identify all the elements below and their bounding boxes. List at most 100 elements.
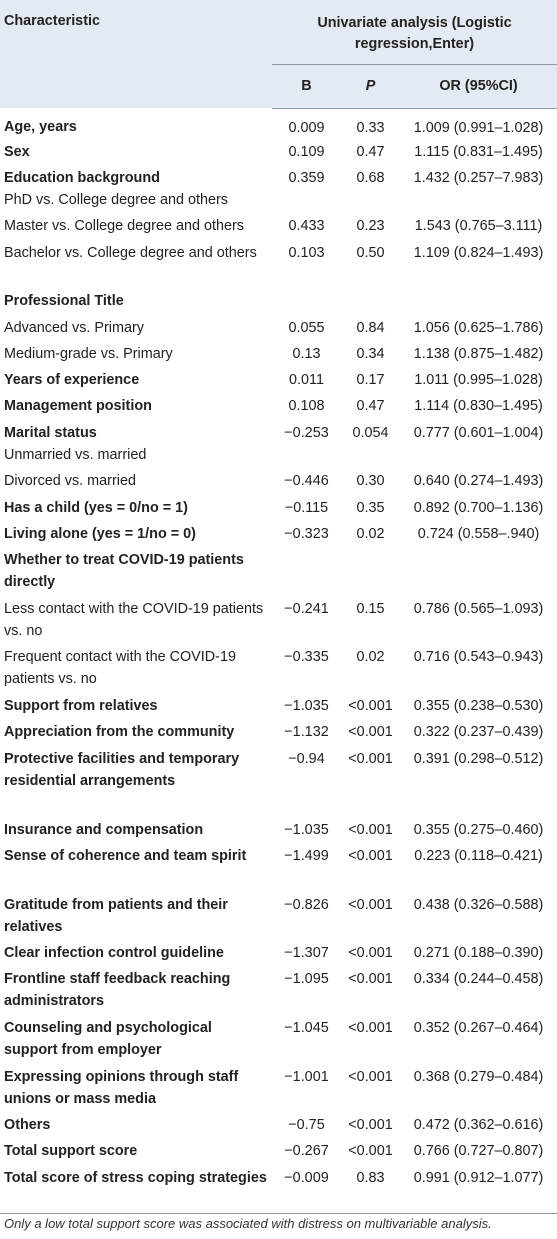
characteristic-label: Professional Title — [4, 293, 124, 310]
or-ci-cell: 0.334 (0.244–0.458) — [413, 971, 544, 988]
table-row: Advanced vs. Primary 0.055 0.84 1.056 (0.62… — [0, 315, 557, 341]
p-value-cell: <0.001 — [348, 750, 393, 767]
table-row: Total score of stress coping strategies −… — [0, 1164, 557, 1214]
or-ci-cell: 0.777 (0.601–1.004) — [413, 424, 544, 441]
or-ci-cell: 1.115 (0.831–1.495) — [414, 143, 543, 160]
p-value-cell: 0.83 — [341, 1164, 400, 1214]
characteristic-sublabel: PhD vs. College degree and others — [4, 191, 228, 208]
characteristic-cell: Management position — [0, 393, 272, 419]
characteristic-cell: Support from relatives — [0, 693, 272, 719]
characteristic-cell: Total support score — [0, 1138, 272, 1164]
regression-table: Characteristic Univariate analysis (Logi… — [0, 0, 557, 1214]
p-value-cell: <0.001 — [348, 847, 393, 864]
p-value-cell: 0.17 — [356, 372, 385, 389]
characteristic-cell: Frontline staff feedback reaching admini… — [0, 966, 272, 1015]
or-ci-cell — [400, 288, 557, 314]
b-value-cell: −0.446 — [284, 473, 329, 490]
p-value-cell: 0.47 — [356, 143, 385, 160]
or-ci-cell: 1.109 (0.824–1.493) — [413, 244, 544, 261]
characteristic-label: Less contact with the COVID-19 patients … — [4, 600, 264, 639]
table-row: Frequent contact with the COVID-19 patie… — [0, 644, 557, 693]
characteristic-label: Others — [4, 1117, 51, 1134]
b-value-cell: 0.055 — [288, 319, 325, 336]
p-value-cell: <0.001 — [348, 945, 393, 962]
characteristic-label: Gratitude from patients and their relati… — [4, 896, 228, 935]
p-value-cell: 0.84 — [356, 319, 385, 336]
characteristic-cell: Master vs. College degree and others — [0, 213, 272, 239]
characteristic-label: Frontline staff feedback reaching admini… — [4, 971, 231, 1010]
characteristic-cell: Divorced vs. married — [0, 468, 272, 494]
characteristic-cell: Sex — [0, 139, 272, 165]
or-ci-cell: 0.766 (0.727–0.807) — [413, 1143, 544, 1160]
characteristic-sublabel: Unmarried vs. married — [4, 446, 147, 463]
p-value-cell: <0.001 — [348, 971, 393, 988]
or-ci-cell: 1.114 (0.830–1.495) — [414, 398, 543, 415]
b-value-cell — [272, 547, 341, 596]
table-row: Gratitude from patients and their relati… — [0, 892, 557, 941]
characteristic-label: Divorced vs. married — [4, 473, 136, 490]
characteristic-cell: Whether to treat COVID-19 patients direc… — [0, 547, 272, 596]
p-value-cell: <0.001 — [348, 1117, 393, 1134]
characteristic-cell: Advanced vs. Primary — [0, 315, 272, 341]
characteristic-label: Frequent contact with the COVID-19 patie… — [4, 649, 236, 688]
p-value-cell: 0.33 — [356, 119, 385, 136]
characteristic-cell: Has a child (yes = 0/no = 1) — [0, 495, 272, 521]
b-value-cell: 0.011 — [289, 372, 324, 389]
table-row: Living alone (yes = 1/no = 0) −0.323 0.02 0… — [0, 521, 557, 547]
b-value-cell: −0.335 — [284, 649, 329, 666]
characteristic-cell: Medium-grade vs. Primary — [0, 341, 272, 367]
or-ci-cell: 0.786 (0.565–1.093) — [413, 600, 544, 617]
table-row: Support from relatives −1.035 <0.001 0.355 … — [0, 693, 557, 719]
table-body: Age, years 0.009 0.33 1.009 (0.991–1.028) Se… — [0, 108, 557, 1214]
p-value-cell: 0.054 — [352, 424, 389, 441]
p-value-cell: 0.68 — [356, 169, 385, 186]
p-value-cell: 0.47 — [356, 398, 385, 415]
characteristic-cell: Bachelor vs. College degree and others — [0, 240, 272, 289]
table-row: Whether to treat COVID-19 patients direc… — [0, 547, 557, 596]
table-row: Years of experience 0.011 0.17 1.011 (0.995… — [0, 367, 557, 393]
characteristic-cell: Age, years — [0, 108, 272, 139]
characteristic-cell: Others — [0, 1112, 272, 1138]
or-ci-cell: 0.322 (0.237–0.439) — [413, 724, 544, 741]
table-row: Sense of coherence and team spirit −1.499… — [0, 843, 557, 892]
characteristic-cell: Total score of stress coping strategies — [0, 1164, 272, 1214]
b-value-cell: −1.035 — [284, 821, 329, 838]
or-ci-cell: 0.472 (0.362–0.616) — [413, 1117, 544, 1134]
characteristic-cell: Less contact with the COVID-19 patients … — [0, 596, 272, 645]
or-column-header: OR (95%CI) — [400, 64, 557, 109]
b-value-cell: −0.323 — [284, 525, 329, 542]
or-ci-cell: 0.352 (0.267–0.464) — [413, 1020, 544, 1036]
characteristic-label: Insurance and compensation — [4, 821, 204, 838]
b-value-cell: −0.94 — [288, 750, 325, 767]
or-ci-cell: 0.724 (0.558–.940) — [417, 525, 540, 542]
table-row: Education background PhD vs. College degr… — [0, 165, 557, 214]
b-value-cell: 0.359 — [288, 169, 325, 186]
p-value-cell: 0.02 — [356, 649, 385, 666]
or-ci-cell: 0.368 (0.279–0.484) — [413, 1068, 544, 1085]
b-value-cell: −1.132 — [284, 724, 329, 741]
characteristic-label: Living alone (yes = 1/no = 0) — [4, 525, 196, 542]
b-value-cell: 0.108 — [288, 398, 325, 415]
b-value-cell: 0.13 — [292, 345, 321, 362]
p-value-cell: 0.34 — [356, 345, 385, 362]
table-row: Expressing opinions through staff unions… — [0, 1064, 557, 1113]
characteristic-label: Expressing opinions through staff unions… — [4, 1068, 239, 1107]
characteristic-cell: Appreciation from the community — [0, 719, 272, 745]
characteristic-cell: Education background PhD vs. College degr… — [0, 165, 272, 214]
b-value-cell: −1.045 — [284, 1020, 329, 1036]
or-ci-cell: 0.991 (0.912–1.077) — [400, 1164, 557, 1214]
characteristic-cell: Professional Title — [0, 288, 272, 314]
table-row: Sex 0.109 0.47 1.115 (0.831–1.495) — [0, 139, 557, 165]
p-value-cell: <0.001 — [348, 724, 393, 741]
or-ci-cell: 0.271 (0.188–0.390) — [413, 945, 544, 962]
univariate-analysis-header: Univariate analysis (Logistic regression… — [272, 0, 557, 65]
b-value-cell: −0.826 — [284, 896, 329, 913]
table-row: Marital status Unmarried vs. married −0.25… — [0, 420, 557, 469]
p-value-cell: 0.50 — [356, 244, 385, 261]
characteristic-label: Appreciation from the community — [4, 724, 235, 741]
characteristic-label: Whether to treat COVID-19 patients direc… — [4, 552, 244, 591]
characteristic-label: Medium-grade vs. Primary — [4, 345, 173, 362]
b-value-cell: −1.001 — [284, 1068, 329, 1085]
table-row: Frontline staff feedback reaching admini… — [0, 966, 557, 1015]
